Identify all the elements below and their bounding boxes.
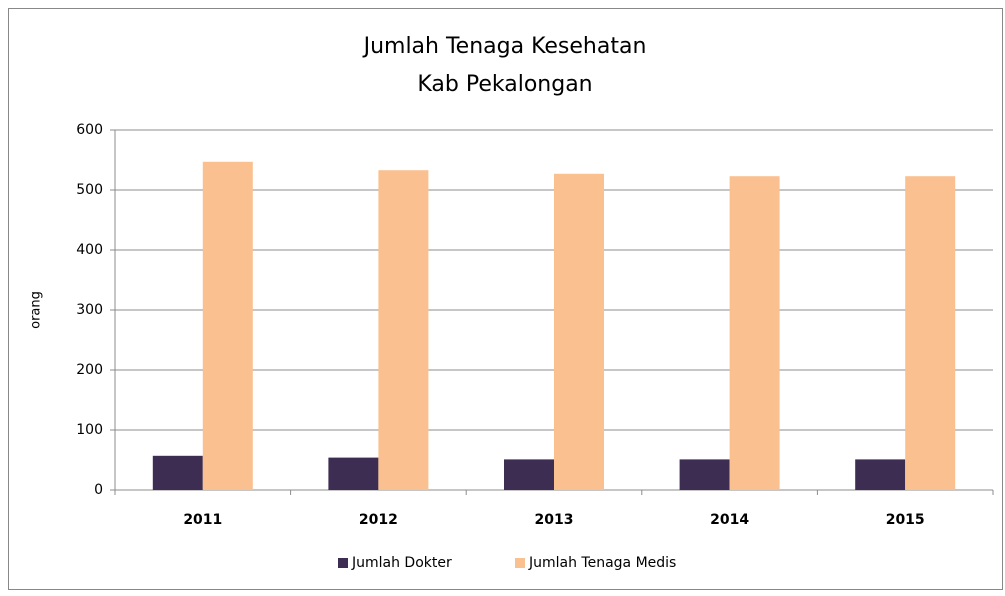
chart-border (8, 8, 1003, 590)
y-tick-label: 200 (76, 362, 103, 378)
x-tick-label: 2011 (183, 512, 222, 528)
y-tick-label: 600 (76, 122, 103, 138)
y-tick-label: 0 (94, 482, 103, 498)
x-tick-label: 2012 (359, 512, 398, 528)
x-tick-label: 2015 (886, 512, 925, 528)
bar (328, 457, 379, 490)
y-tick-label: 400 (76, 242, 103, 258)
bar (905, 176, 956, 490)
y-tick-label: 500 (76, 182, 103, 198)
bar (679, 459, 730, 490)
y-tick-label: 100 (76, 422, 103, 438)
chart-title: Jumlah Tenaga Kesehatan (362, 34, 647, 59)
legend-label: Jumlah Dokter (351, 555, 452, 571)
bar (378, 170, 429, 490)
x-tick-label: 2014 (710, 512, 749, 528)
bar (202, 161, 253, 491)
legend-swatch (338, 558, 348, 568)
y-axis-label: orang (29, 291, 44, 329)
y-tick-label: 300 (76, 302, 103, 318)
bar (504, 459, 554, 490)
bar (855, 459, 906, 490)
bar (554, 173, 604, 491)
chart-title: Kab Pekalongan (417, 72, 592, 97)
bar (729, 176, 780, 490)
x-tick-label: 2013 (535, 512, 574, 528)
legend-swatch (515, 558, 525, 568)
bar (152, 455, 203, 490)
legend-label: Jumlah Tenaga Medis (528, 555, 676, 571)
